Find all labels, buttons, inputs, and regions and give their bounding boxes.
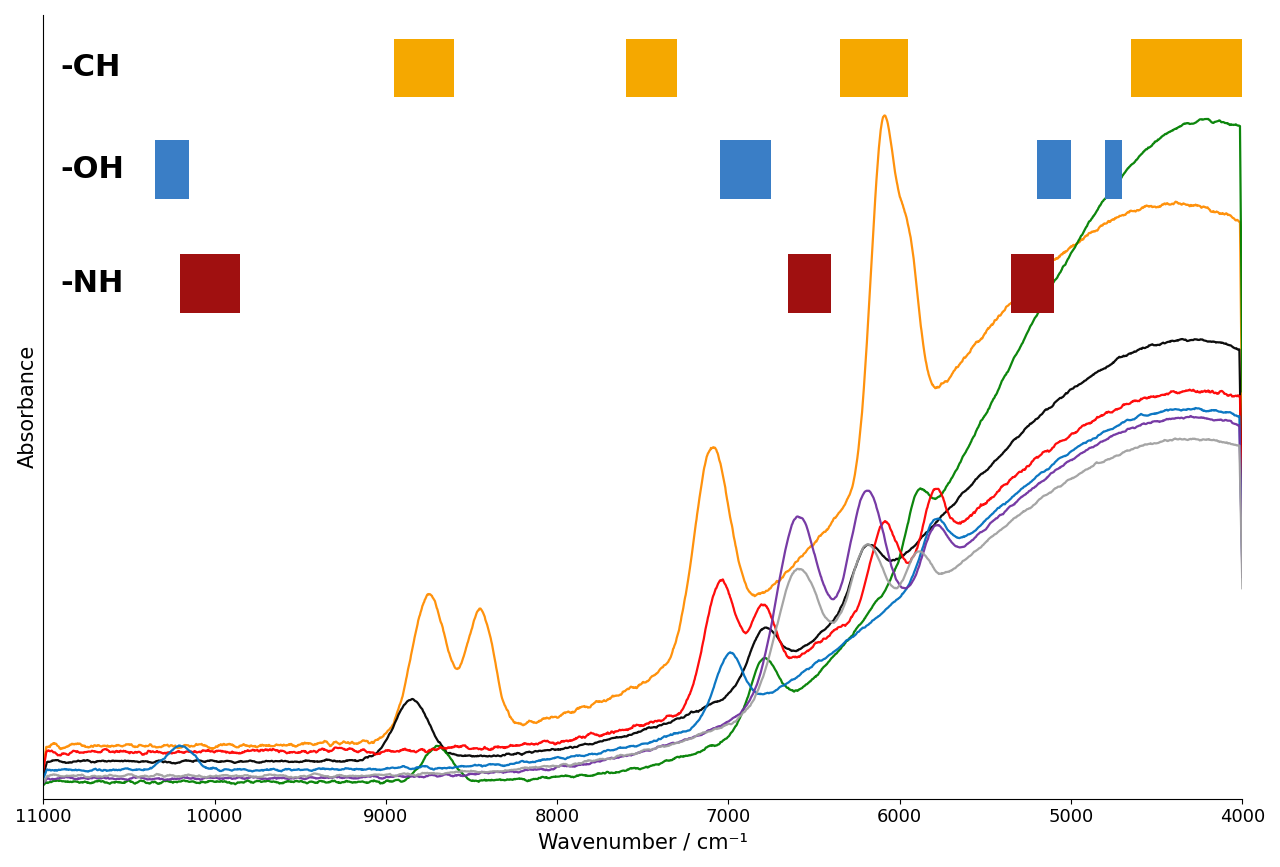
Bar: [1037, 140, 1071, 199]
Text: -CH: -CH: [60, 54, 120, 82]
Text: -NH: -NH: [60, 269, 124, 298]
Bar: [155, 140, 189, 199]
Bar: [719, 140, 772, 199]
Bar: [840, 38, 909, 97]
Bar: [788, 254, 831, 313]
X-axis label: Wavenumber / cm⁻¹: Wavenumber / cm⁻¹: [538, 832, 748, 852]
Bar: [1132, 38, 1243, 97]
Bar: [180, 254, 241, 313]
Bar: [1011, 254, 1053, 313]
Bar: [394, 38, 454, 97]
Bar: [1106, 140, 1123, 199]
Y-axis label: Absorbance: Absorbance: [18, 345, 37, 468]
Text: -OH: -OH: [60, 155, 124, 185]
Bar: [626, 38, 677, 97]
